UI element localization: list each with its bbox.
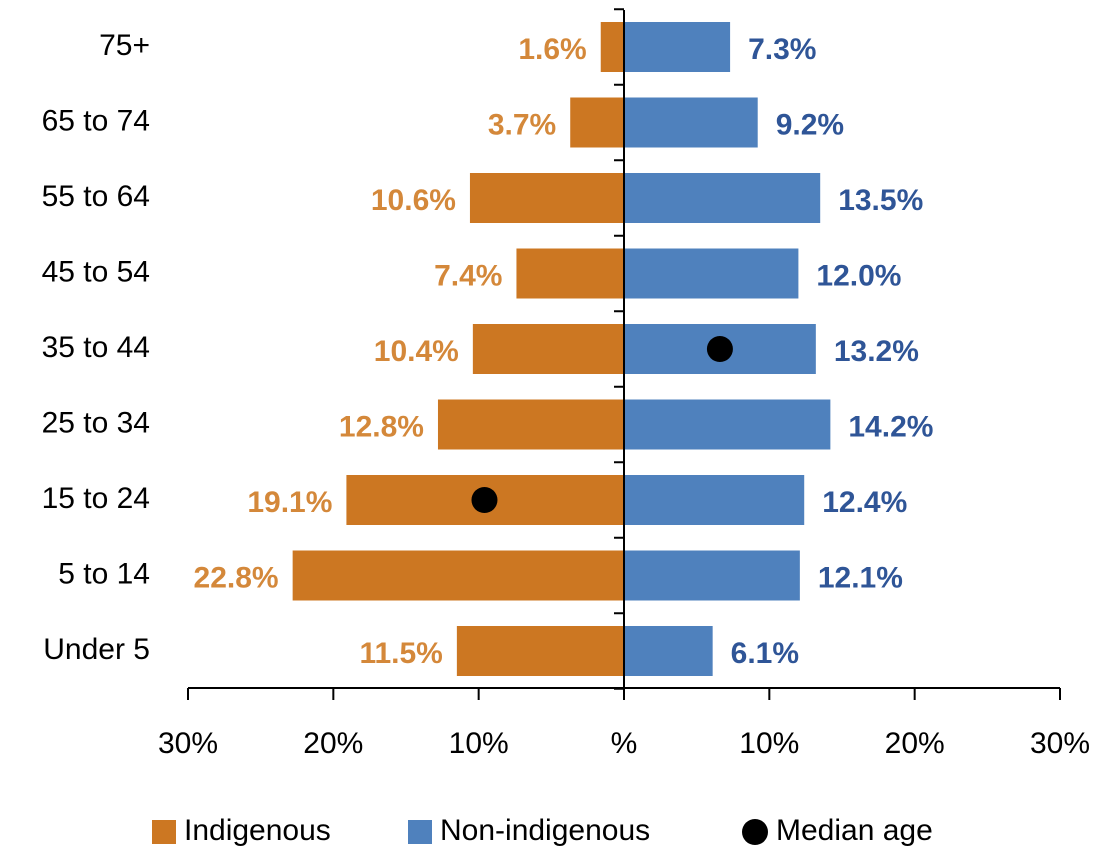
value-label: 12.4%: [822, 486, 907, 519]
bar: [516, 248, 624, 299]
legend-swatch: [408, 820, 432, 844]
bar: [624, 173, 821, 223]
x-tick-label: %: [611, 727, 638, 760]
bar: [600, 22, 624, 72]
median-marker: [706, 336, 733, 362]
x-tick-label: 20%: [303, 727, 363, 760]
value-label: 12.0%: [816, 259, 901, 292]
x-tick-label: 20%: [885, 727, 945, 760]
value-label: 3.7%: [488, 108, 556, 141]
bar: [624, 550, 800, 601]
median-marker: [471, 487, 498, 513]
x-tick-label: 10%: [449, 727, 509, 760]
category-label: 45 to 54: [42, 255, 150, 288]
value-label: 12.1%: [818, 561, 903, 594]
bar: [456, 626, 624, 676]
category-label: 75+: [99, 29, 150, 62]
bar: [624, 626, 713, 676]
value-label: 9.2%: [776, 108, 844, 141]
category-label: 25 to 34: [42, 406, 150, 439]
bar: [624, 399, 831, 450]
bar: [624, 22, 731, 72]
bar: [570, 97, 624, 148]
legend-swatch: [152, 820, 176, 844]
value-label: 19.1%: [247, 486, 332, 519]
value-label: 13.2%: [834, 335, 919, 368]
bar: [437, 399, 624, 450]
legend-label: Indigenous: [184, 814, 331, 847]
category-label: 65 to 74: [42, 104, 150, 137]
x-tick-label: 30%: [158, 727, 218, 760]
bar: [469, 173, 624, 223]
value-label: 7.4%: [434, 259, 502, 292]
category-label: Under 5: [43, 633, 150, 666]
legend-swatch: [742, 819, 768, 845]
value-label: 11.5%: [359, 637, 442, 670]
value-label: 14.2%: [848, 410, 933, 443]
x-tick-label: 10%: [739, 727, 799, 760]
value-label: 7.3%: [748, 33, 816, 66]
x-tick-label: 30%: [1030, 727, 1090, 760]
value-label: 13.5%: [838, 184, 923, 217]
bar: [472, 324, 624, 374]
value-label: 1.6%: [518, 33, 586, 66]
legend-label: Median age: [776, 814, 933, 847]
value-label: 12.8%: [339, 410, 424, 443]
category-label: 15 to 24: [42, 482, 150, 515]
bar: [292, 550, 624, 601]
bar: [624, 475, 805, 525]
value-label: 6.1%: [731, 637, 799, 670]
category-label: 5 to 14: [58, 557, 150, 590]
category-label: 35 to 44: [42, 331, 150, 364]
value-label: 10.4%: [374, 335, 459, 368]
value-label: 10.6%: [371, 184, 456, 217]
category-label: 55 to 64: [42, 180, 150, 213]
bar: [624, 248, 799, 299]
bar: [624, 97, 758, 148]
legend-label: Non-indigenous: [440, 814, 650, 847]
value-label: 22.8%: [194, 561, 279, 594]
